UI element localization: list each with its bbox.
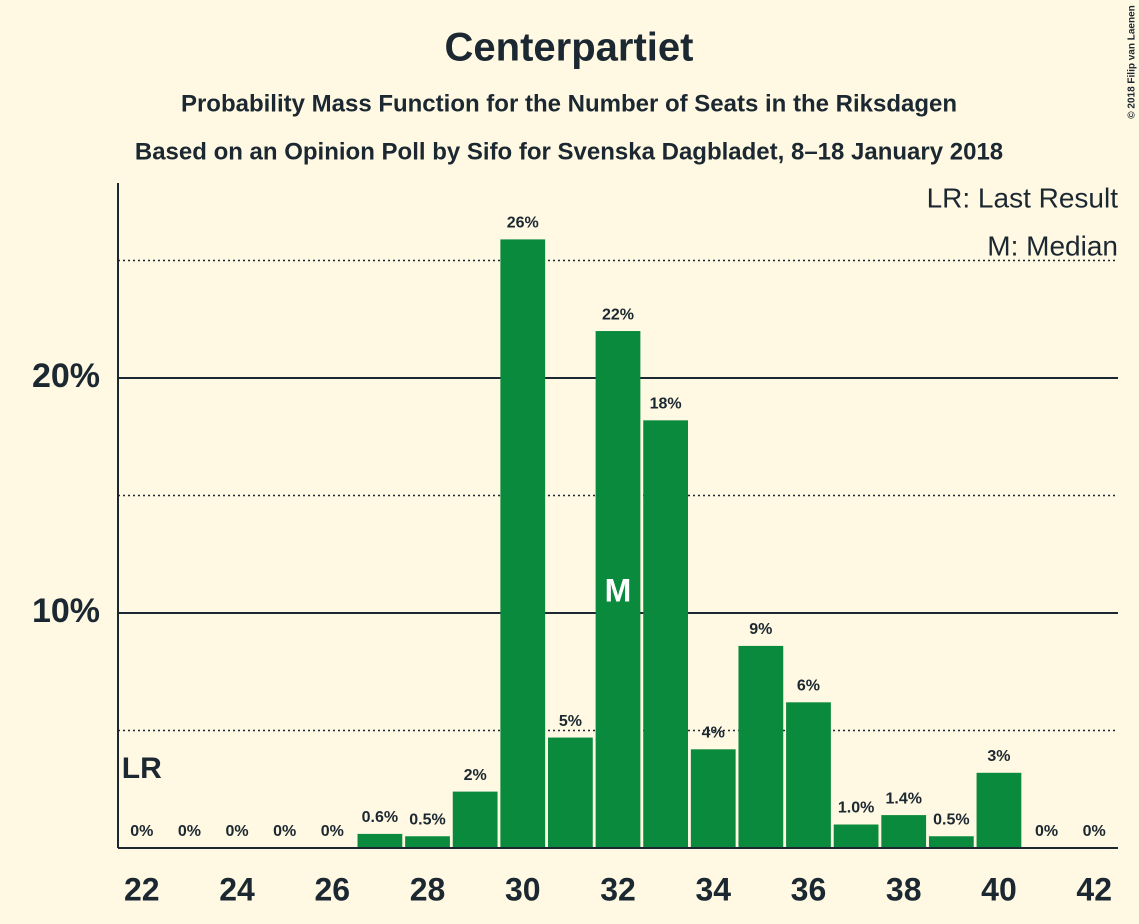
data-label: 22% — [602, 306, 634, 323]
data-label: 0.5% — [409, 811, 445, 828]
y-tick-label: 20% — [32, 357, 100, 395]
bar — [548, 737, 593, 848]
x-tick-label: 34 — [695, 871, 731, 907]
legend-entry: M: Median — [987, 230, 1118, 261]
data-label: 0% — [225, 823, 248, 840]
x-tick-label: 36 — [791, 871, 827, 907]
x-tick-label: 32 — [600, 871, 636, 907]
data-label: 6% — [797, 678, 820, 695]
data-label: 0% — [321, 823, 344, 840]
data-label: 9% — [749, 621, 772, 638]
copyright: © 2018 Filip van Laenen — [1127, 5, 1138, 119]
bar — [405, 836, 450, 848]
x-tick-label: 40 — [981, 871, 1017, 907]
data-label: 1.0% — [838, 800, 874, 817]
data-label: 26% — [507, 215, 539, 232]
bar — [786, 702, 831, 848]
x-tick-label: 38 — [886, 871, 922, 907]
last-result-marker: LR — [122, 752, 162, 785]
chart-subtitle: Probability Mass Function for the Number… — [181, 90, 957, 117]
data-label: 5% — [559, 713, 582, 730]
x-tick-label: 22 — [124, 871, 160, 907]
bar — [452, 791, 498, 848]
bar — [738, 645, 784, 848]
bar — [690, 749, 736, 848]
data-label: 0% — [178, 823, 201, 840]
data-label: 2% — [464, 767, 487, 784]
data-label: 0% — [130, 823, 153, 840]
data-label: 0.6% — [362, 809, 398, 826]
data-label: 0% — [273, 823, 296, 840]
bar — [643, 420, 688, 848]
x-tick-label: 42 — [1076, 871, 1112, 907]
y-tick-label: 10% — [32, 592, 100, 630]
data-label: 1.4% — [885, 790, 921, 807]
x-tick-label: 30 — [505, 871, 541, 907]
data-label: 0% — [1035, 823, 1058, 840]
median-marker: M — [605, 572, 632, 608]
data-label: 4% — [702, 725, 725, 742]
data-label: 0.5% — [933, 811, 969, 828]
x-tick-label: 26 — [314, 871, 350, 907]
chart-title: Centerpartiet — [445, 26, 694, 70]
data-label: 3% — [987, 748, 1010, 765]
data-label: 0% — [1083, 823, 1106, 840]
bar — [500, 239, 546, 849]
x-tick-label: 24 — [219, 871, 255, 907]
bar — [881, 815, 927, 848]
x-tick-label: 28 — [410, 871, 446, 907]
bar — [928, 836, 974, 848]
chart-subtitle: Based on an Opinion Poll by Sifo for Sve… — [135, 138, 1003, 165]
bar — [976, 772, 1022, 848]
data-label: 18% — [650, 396, 682, 413]
bar — [595, 331, 641, 848]
bar — [357, 833, 403, 848]
bar — [833, 824, 879, 848]
legend-entry: LR: Last Result — [927, 182, 1119, 213]
